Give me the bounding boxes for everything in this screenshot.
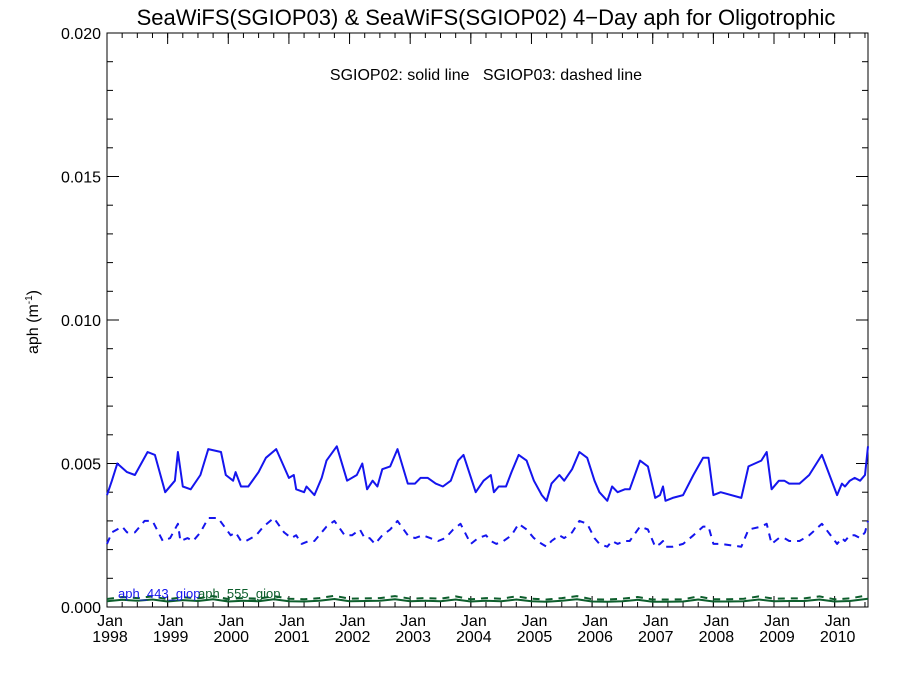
x-tick-month: Jan <box>400 613 426 630</box>
y-axis-label: aph (m-1) <box>24 290 42 354</box>
x-tick-year: 2008 <box>699 629 735 646</box>
x-tick-month: Jan <box>97 613 123 630</box>
x-tick-month: Jan <box>340 613 366 630</box>
x-tick-month: Jan <box>522 613 548 630</box>
x-tick-year: 2001 <box>274 629 310 646</box>
chart-title: SeaWiFS(SGIOP03) & SeaWiFS(SGIOP02) 4−Da… <box>137 5 836 30</box>
x-tick-year: 1998 <box>92 629 128 646</box>
line-style-note: SGIOP02: solid line SGIOP03: dashed line <box>330 67 642 84</box>
x-tick-month: Jan <box>703 613 729 630</box>
x-tick-month: Jan <box>582 613 608 630</box>
series-line-aph-555-giop-solid <box>106 597 869 603</box>
y-axis-label-text: aph (m <box>25 304 42 354</box>
y-tick-label: 0.005 <box>61 457 101 474</box>
x-tick-year: 2005 <box>517 629 553 646</box>
x-tick-month: Jan <box>279 613 305 630</box>
x-tick-year: 2000 <box>213 629 249 646</box>
x-tick-month: Jan <box>461 613 487 630</box>
x-tick-month: Jan <box>825 613 851 630</box>
x-tick-year: 2003 <box>395 629 431 646</box>
x-tick-year: 2006 <box>577 629 613 646</box>
x-tick-year: 2010 <box>820 629 856 646</box>
y-tick-label: 0.015 <box>61 170 101 187</box>
x-tick-year: 2009 <box>759 629 795 646</box>
y-axis-label-superscript: -1 <box>24 295 35 304</box>
x-tick-month: Jan <box>764 613 790 630</box>
y-axis-label-close: ) <box>25 290 42 295</box>
series-line-aph-443-giop-dashed <box>106 517 869 548</box>
series-line-aph-443-giop-solid <box>106 445 869 502</box>
series-line-aph-555-giop-dashed <box>106 594 869 601</box>
x-tick-month: Jan <box>643 613 669 630</box>
legend-label-aph-555-giop: aph_555_giop <box>198 586 280 601</box>
x-tick-year: 1999 <box>153 629 189 646</box>
legend-label-aph-443-giop: aph_443_giop <box>118 586 200 601</box>
x-tick-year: 2007 <box>638 629 674 646</box>
y-tick-label: 0.000 <box>61 600 101 617</box>
x-tick-year: 2004 <box>456 629 492 646</box>
x-tick-month: Jan <box>218 613 244 630</box>
y-tick-label: 0.010 <box>61 313 101 330</box>
plot-series <box>106 445 869 603</box>
y-axis: 0.000 0.005 0.010 0.015 0.020 <box>61 26 868 617</box>
x-axis: Jan1998Jan1999Jan2000Jan2001Jan2002Jan20… <box>92 33 866 646</box>
x-tick-year: 2002 <box>335 629 371 646</box>
y-tick-label: 0.020 <box>61 26 101 43</box>
x-tick-month: Jan <box>158 613 184 630</box>
